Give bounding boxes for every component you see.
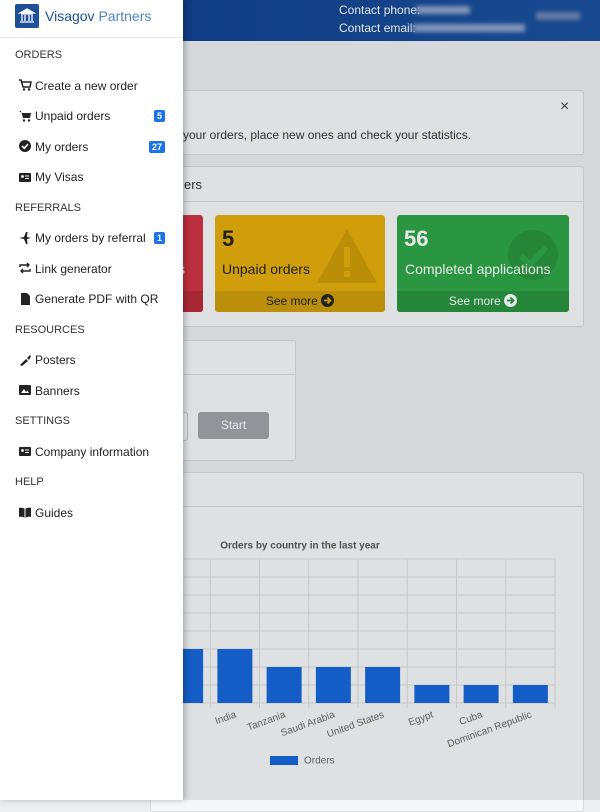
nav-icon xyxy=(19,140,31,153)
blurred-user xyxy=(536,12,580,20)
bar xyxy=(266,667,302,703)
card-green: 56 Completed applications See more xyxy=(397,215,569,312)
nav-label[interactable]: Banners xyxy=(35,383,80,398)
nav-label[interactable]: Generate PDF with QR xyxy=(35,292,159,306)
start-header xyxy=(151,341,295,375)
card-link-text[interactable]: See more xyxy=(265,294,318,308)
bar xyxy=(414,685,450,703)
chart-header xyxy=(151,473,583,507)
nav-item[interactable]: Create a new order xyxy=(0,71,183,102)
card-label: Unpaid orders xyxy=(222,261,310,277)
blurred-email xyxy=(413,24,525,32)
bar xyxy=(365,667,401,703)
logo[interactable]: Visagov Partners xyxy=(0,0,183,38)
nav-icon xyxy=(20,354,31,366)
nav-badge: 1 xyxy=(153,232,165,245)
section-title: RESOURCES xyxy=(15,323,85,336)
nav-label[interactable]: Unpaid orders xyxy=(35,109,111,123)
blurred-phone xyxy=(416,6,470,14)
section-title: REFERRALS xyxy=(15,201,82,214)
bar xyxy=(463,685,499,703)
alert-text: your orders, place new ones and check yo… xyxy=(183,128,472,142)
contact-phone-label: Contact phone: xyxy=(339,3,421,17)
nav-icon xyxy=(19,79,32,91)
nav-item[interactable]: Generate PDF with QR xyxy=(0,284,183,315)
nav-item[interactable]: Posters xyxy=(0,345,183,376)
stats-title: ers xyxy=(184,177,203,192)
nav-icon xyxy=(19,110,31,122)
nav-icon xyxy=(19,447,31,457)
card-icon xyxy=(317,229,377,283)
start-button[interactable]: Start xyxy=(198,412,269,439)
nav-icon xyxy=(19,385,31,396)
arrow-icon xyxy=(504,294,518,307)
card-link-text[interactable]: See more xyxy=(448,294,501,308)
arrow-icon xyxy=(321,294,335,307)
nav-icon xyxy=(19,172,31,182)
nav-label[interactable]: My Visas xyxy=(35,170,84,184)
card-link[interactable]: See more xyxy=(215,291,385,312)
nav-item[interactable]: Company information xyxy=(0,437,183,468)
brand-name: Visagov xyxy=(45,8,95,24)
chart-title: Orders by country in the last year xyxy=(220,541,380,552)
bar xyxy=(315,667,351,703)
card-link[interactable]: See more xyxy=(397,291,569,312)
alert-close[interactable]: × xyxy=(560,98,570,115)
nav-label[interactable]: My orders by referral xyxy=(35,231,146,245)
nav-icon xyxy=(21,292,30,305)
nav-badge: 27 xyxy=(148,140,165,153)
brand-suffix: Partners xyxy=(98,8,152,24)
bar xyxy=(217,649,253,703)
nav-label[interactable]: Company information xyxy=(35,444,150,459)
contact-email-label: Contact email: xyxy=(339,21,416,35)
bar xyxy=(512,685,548,703)
legend-label: Orders xyxy=(304,756,335,767)
nav-label[interactable]: My orders xyxy=(35,139,89,154)
nav-label[interactable]: Link generator xyxy=(35,261,112,276)
logo-icon xyxy=(15,4,39,28)
nav-item[interactable]: Link generator xyxy=(0,254,183,285)
nav-label[interactable]: Create a new order xyxy=(35,78,138,93)
nav-item[interactable]: Banners xyxy=(0,376,183,407)
nav-item[interactable]: My Visas xyxy=(0,162,183,193)
chart-panel xyxy=(150,472,584,812)
brand: Visagov Partners xyxy=(45,8,151,24)
nav-icon xyxy=(19,507,31,519)
card-yellow: 5 Unpaid orders See more xyxy=(215,215,385,312)
section-title: SETTINGS xyxy=(15,415,71,427)
card-value: 5 xyxy=(222,226,235,251)
section-title: HELP xyxy=(15,476,44,488)
nav-item[interactable]: My orders by referral 1 xyxy=(0,223,183,254)
sidebar: Visagov Partners ORDERS Create a new orde… xyxy=(0,0,183,800)
alert-box: your orders, place new ones and check yo… xyxy=(150,90,584,155)
nav-item[interactable]: My orders 27 xyxy=(0,132,183,163)
card-label: Completed applications xyxy=(405,261,551,277)
section-title: ORDERS xyxy=(15,49,63,61)
nav-icon xyxy=(19,262,31,274)
nav-label[interactable]: Posters xyxy=(35,353,76,367)
nav-label[interactable]: Guides xyxy=(35,505,74,520)
stats-header xyxy=(151,167,583,202)
nav-item[interactable]: Unpaid orders 5 xyxy=(0,101,183,132)
nav-badge: 5 xyxy=(153,110,165,123)
legend-swatch xyxy=(270,756,298,765)
card-icon xyxy=(508,230,558,280)
nav-icon xyxy=(19,231,31,244)
nav-item[interactable]: Guides xyxy=(0,498,183,529)
card-value: 56 xyxy=(404,226,429,251)
